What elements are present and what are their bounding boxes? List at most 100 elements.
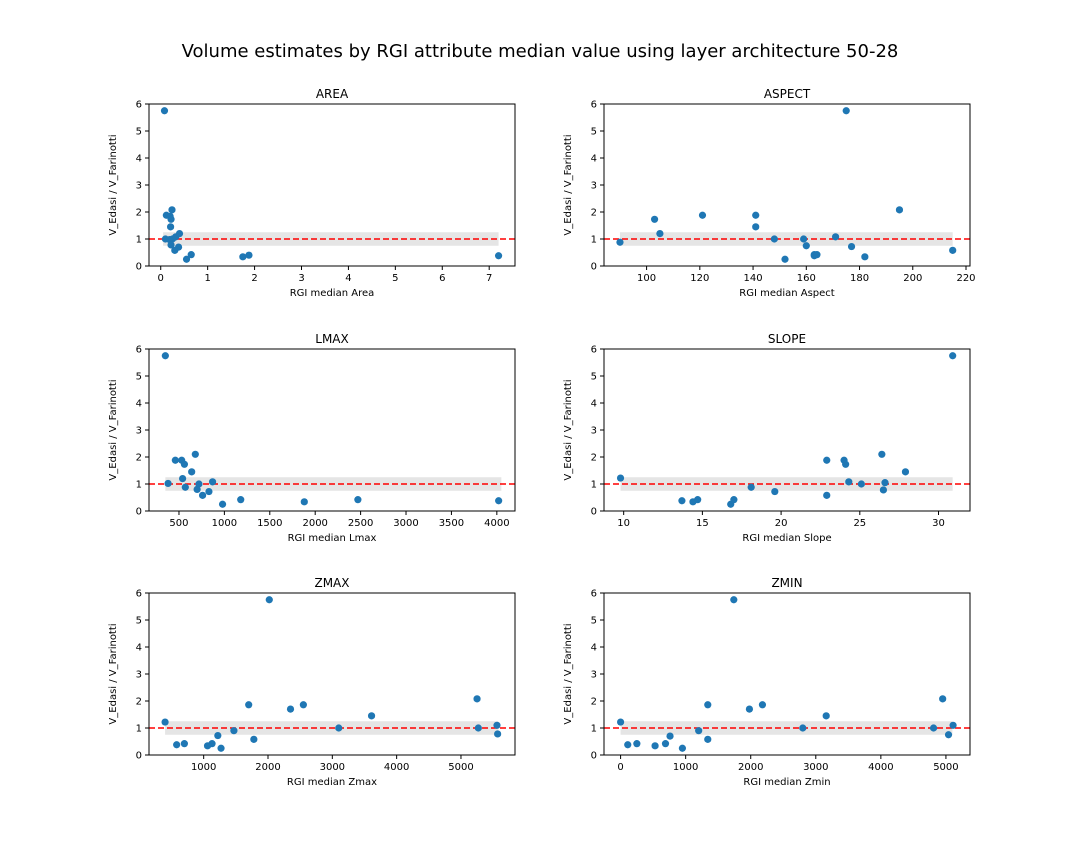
data-point xyxy=(167,241,175,249)
y-tick-label: 3 xyxy=(591,426,597,437)
data-point xyxy=(168,206,176,214)
data-point xyxy=(166,223,175,231)
y-tick-label: 2 xyxy=(136,453,142,464)
subplot-zmin: 0 1000 2000 3000 4000 5000 0 1 2 3 4 5 6 ZMIN RGI medi… xyxy=(563,576,971,788)
y-tick-label: 4 xyxy=(591,643,597,654)
data-point xyxy=(245,251,253,259)
data-point xyxy=(493,721,501,729)
data-point xyxy=(616,718,625,726)
x-tick-label: 0 xyxy=(617,762,623,773)
data-point xyxy=(286,705,295,713)
y-tick-label: 4 xyxy=(136,643,142,654)
data-point xyxy=(949,721,957,729)
subplot-area: 0 1 2 3 4 5 6 7 0 1 2 3 4 5 6 AREA RGI median Area V_Edas… xyxy=(108,87,516,299)
y-tick-label: 0 xyxy=(591,262,597,273)
x-tick-label: 30 xyxy=(932,518,945,529)
data-point xyxy=(250,735,258,743)
data-point xyxy=(704,701,712,709)
data-point xyxy=(180,740,188,748)
data-point xyxy=(895,206,904,214)
x-tick-label: 2000 xyxy=(302,518,327,529)
y-tick-label: 5 xyxy=(591,127,597,138)
x-tick-label: 25 xyxy=(853,518,866,529)
data-point xyxy=(494,252,503,260)
data-point xyxy=(335,724,343,732)
data-point xyxy=(799,724,807,732)
data-point xyxy=(842,460,850,468)
data-point xyxy=(182,255,191,263)
data-point xyxy=(845,478,853,486)
x-tick-label: 1000 xyxy=(673,762,698,773)
data-point xyxy=(656,230,664,238)
data-point xyxy=(473,695,481,703)
data-point xyxy=(180,460,189,468)
data-point xyxy=(237,496,245,504)
subplot-aspect: 100 120 140 160 180 200 220 0 1 2 3 4 5 6 ASPECT RGI me… xyxy=(563,87,976,299)
x-tick-label: 7 xyxy=(486,273,492,284)
y-tick-label: 0 xyxy=(591,507,597,518)
data-point xyxy=(474,724,482,732)
data-point xyxy=(175,230,184,238)
x-tick-label: 500 xyxy=(169,518,188,529)
data-point xyxy=(161,352,169,360)
y-tick-label: 6 xyxy=(591,589,597,600)
x-tick-label: 140 xyxy=(744,273,763,284)
x-tick-label: 2000 xyxy=(255,762,280,773)
y-axis-label: V_Edasi / V_Farinotti xyxy=(563,623,574,724)
y-tick-label: 1 xyxy=(591,724,597,735)
x-tick-label: 4 xyxy=(345,273,351,284)
x-tick-label: 3500 xyxy=(439,518,464,529)
x-tick-label: 180 xyxy=(850,273,869,284)
data-point xyxy=(239,253,247,261)
y-tick-label: 2 xyxy=(591,208,597,219)
data-point xyxy=(214,731,222,740)
data-point xyxy=(752,223,760,231)
y-axis-label: V_Edasi / V_Farinotti xyxy=(108,134,119,235)
data-point xyxy=(187,251,195,259)
data-point xyxy=(781,255,789,263)
data-point xyxy=(666,732,674,740)
y-tick-label: 3 xyxy=(136,181,142,192)
y-tick-label: 3 xyxy=(136,426,142,437)
data-point xyxy=(944,731,953,739)
data-point xyxy=(842,107,850,115)
data-point xyxy=(179,475,187,483)
y-tick-label: 6 xyxy=(591,345,597,356)
x-tick-label: 4000 xyxy=(868,762,893,773)
data-point xyxy=(929,724,938,732)
y-tick-label: 0 xyxy=(136,507,142,518)
data-point xyxy=(167,215,175,223)
y-tick-label: 1 xyxy=(591,235,597,246)
data-point xyxy=(208,740,216,748)
data-point xyxy=(193,485,201,493)
x-axis-label: RGI median Zmax xyxy=(287,777,377,788)
data-point xyxy=(173,741,181,749)
subplot-title: LMAX xyxy=(315,332,348,346)
data-point xyxy=(300,498,308,506)
subplots: 0 1 2 3 4 5 6 7 0 1 2 3 4 5 6 AREA RGI median Area V_Edas… xyxy=(108,87,976,788)
x-tick-label: 1000 xyxy=(212,518,237,529)
data-point xyxy=(195,480,203,488)
data-point xyxy=(299,701,307,709)
data-point xyxy=(949,352,957,360)
data-point xyxy=(616,474,625,482)
subplot-lmax: 500 1000 1500 2000 2500 3000 3500 4000 0 1 2 3 4 5 6 LM… xyxy=(108,332,516,544)
data-point xyxy=(878,450,886,458)
data-point xyxy=(949,246,957,254)
y-tick-label: 4 xyxy=(136,399,142,410)
x-tick-label: 3000 xyxy=(803,762,828,773)
data-point xyxy=(367,712,376,720)
subplot-title: ASPECT xyxy=(764,87,811,101)
y-tick-label: 4 xyxy=(591,399,597,410)
data-point xyxy=(265,596,273,604)
x-tick-label: 4000 xyxy=(384,762,409,773)
x-tick-label: 1000 xyxy=(191,762,216,773)
data-point xyxy=(730,596,738,604)
data-point xyxy=(831,233,840,241)
x-tick-label: 3000 xyxy=(393,518,418,529)
data-point xyxy=(164,479,172,488)
x-tick-label: 2 xyxy=(251,273,257,284)
data-point xyxy=(171,246,179,254)
data-point xyxy=(771,487,779,496)
